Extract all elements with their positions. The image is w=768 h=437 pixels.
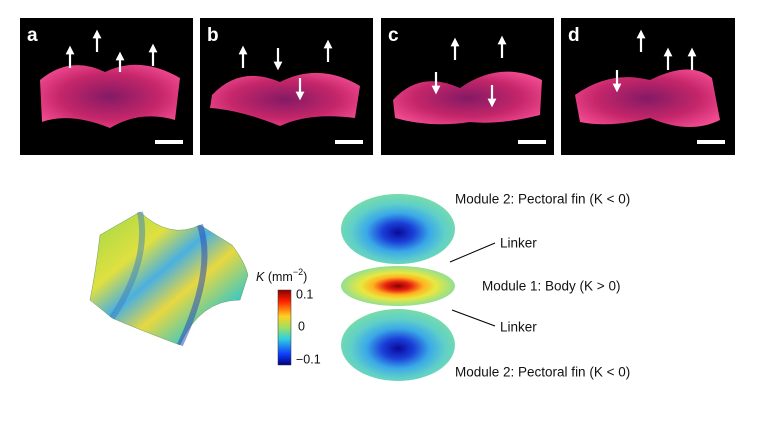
annotation: Module 1: Body (K > 0) <box>482 279 620 294</box>
panel-label: c <box>388 25 399 46</box>
panel-d: d <box>561 18 735 155</box>
annotation: Linker <box>500 236 537 251</box>
colorbar-title: K (mm−2) <box>256 267 307 284</box>
panel-label: d <box>568 25 580 46</box>
curvature-surface <box>89 211 249 347</box>
panel-label: a <box>27 25 38 46</box>
panel-c: c <box>381 18 554 155</box>
panel-label: b <box>207 25 219 46</box>
colorbar-tick: 0 <box>298 319 305 333</box>
annotation: Linker <box>500 320 537 335</box>
panel-b: b <box>200 18 373 155</box>
annotation: Module 2: Pectoral fin (K < 0) <box>455 365 630 380</box>
module-diagram: Module 2: Pectoral fin (K < 0) Linker Mo… <box>341 192 630 381</box>
colorbar-tick: 0.1 <box>296 287 313 301</box>
panel-a: a <box>20 18 193 155</box>
annotation: Module 2: Pectoral fin (K < 0) <box>455 192 630 207</box>
colorbar: K (mm−2) 0.1 0 −0.1 <box>256 267 321 366</box>
colorbar-tick: −0.1 <box>296 352 321 366</box>
